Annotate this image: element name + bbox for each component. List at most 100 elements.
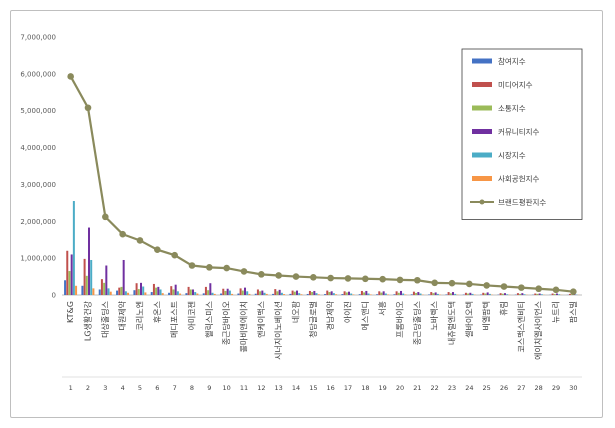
x-number-label: 14 xyxy=(292,384,300,392)
line-point xyxy=(275,272,282,279)
legend-box xyxy=(461,48,583,220)
bar xyxy=(120,286,123,295)
bar xyxy=(454,293,457,295)
x-tick-label: 셀바이오텍 xyxy=(464,301,474,338)
x-number-label: 2 xyxy=(86,384,90,392)
x-number-label: 5 xyxy=(138,384,142,392)
bar xyxy=(534,293,537,295)
bar xyxy=(150,292,153,295)
x-number-label: 25 xyxy=(483,384,491,392)
legend-swatch xyxy=(472,58,492,64)
x-tick-label: 대원제약 xyxy=(117,300,127,330)
x-tick-label: 청담글로벌 xyxy=(308,301,318,338)
bar xyxy=(224,290,227,295)
x-tick-label: 비엘팜텍 xyxy=(481,301,491,330)
x-tick-label: 대상홀딩스 xyxy=(100,301,110,338)
bar xyxy=(484,293,487,295)
bar xyxy=(538,293,541,295)
line-point xyxy=(448,279,456,287)
y-tick-label: 5,000,000 xyxy=(20,107,56,115)
bar xyxy=(419,293,422,295)
bar xyxy=(330,291,333,295)
bar xyxy=(194,292,197,295)
bar xyxy=(395,291,398,295)
bar xyxy=(328,292,331,295)
y-tick-label: 3,000,000 xyxy=(20,181,56,189)
x-number-label: 13 xyxy=(275,384,283,392)
y-tick-label: 2,000,000 xyxy=(20,218,56,226)
x-tick-label: 서흥 xyxy=(377,301,387,316)
bar xyxy=(358,294,361,295)
bar xyxy=(107,288,110,295)
bar xyxy=(360,290,363,295)
x-tick-label: 노바렉스 xyxy=(429,301,439,330)
line-point xyxy=(483,282,490,289)
y-axis-ticks: 0 1,000,000 2,000,000 3,000,000 4,000,000 5,0… xyxy=(20,34,56,300)
bar xyxy=(506,294,509,295)
bar xyxy=(140,282,142,295)
bar xyxy=(308,290,311,295)
bar xyxy=(68,271,71,295)
x-number-label: 4 xyxy=(121,384,125,392)
x-tick-label: 아미코젠 xyxy=(187,301,197,330)
line-point xyxy=(535,285,542,293)
bar xyxy=(179,293,182,295)
x-number-label: 28 xyxy=(535,384,543,392)
bar xyxy=(326,290,329,295)
bar xyxy=(278,289,281,295)
x-tick-label: KT&G xyxy=(66,301,75,323)
bar xyxy=(88,227,90,295)
bar xyxy=(397,292,400,295)
legend-label: 브랜드평판지수 xyxy=(498,197,546,207)
line-point xyxy=(188,262,196,269)
bar xyxy=(521,293,524,295)
bar xyxy=(98,289,101,295)
bar xyxy=(482,292,485,295)
x-number-label: 26 xyxy=(500,384,508,392)
bar xyxy=(241,290,244,295)
bar xyxy=(289,293,292,295)
x-number-label: 21 xyxy=(413,384,421,392)
bar xyxy=(244,287,246,295)
legend-label: 참여지수 xyxy=(498,56,526,66)
line-point xyxy=(500,283,508,290)
bar xyxy=(170,286,173,295)
bar xyxy=(449,293,452,295)
line-point xyxy=(518,284,525,291)
bar xyxy=(345,292,348,295)
bar xyxy=(85,275,88,295)
bar xyxy=(315,293,318,295)
bar xyxy=(254,293,257,295)
bar xyxy=(556,293,558,295)
bar xyxy=(293,291,296,295)
x-number-label: 24 xyxy=(465,384,473,392)
bar xyxy=(231,293,234,295)
bar xyxy=(387,294,390,295)
line-point xyxy=(396,276,404,284)
bar xyxy=(202,293,205,295)
bar xyxy=(265,293,268,295)
bar xyxy=(412,291,415,295)
bar xyxy=(109,291,112,295)
legend-label: 커뮤니티지수 xyxy=(498,127,539,136)
line-point xyxy=(223,264,230,272)
bar xyxy=(189,289,192,295)
bar xyxy=(428,294,431,295)
bar xyxy=(211,292,214,295)
legend-swatch xyxy=(472,82,492,87)
x-tick-label: 휴온스 xyxy=(153,301,162,323)
bar xyxy=(432,293,435,295)
bar xyxy=(335,294,338,295)
x-tick-label: 내츄럴엔도텍 xyxy=(447,301,457,345)
legend-swatch xyxy=(472,105,492,111)
bar xyxy=(283,294,286,295)
bar xyxy=(207,290,210,295)
x-tick-label: 메디포스트 xyxy=(170,301,179,338)
bar xyxy=(64,280,67,295)
x-tick-label: 콜마비앤에이치 xyxy=(239,301,249,353)
line-point xyxy=(292,273,300,280)
bar xyxy=(400,290,402,295)
bar xyxy=(118,287,121,295)
legend-label: 사회공헌지수 xyxy=(498,174,539,183)
